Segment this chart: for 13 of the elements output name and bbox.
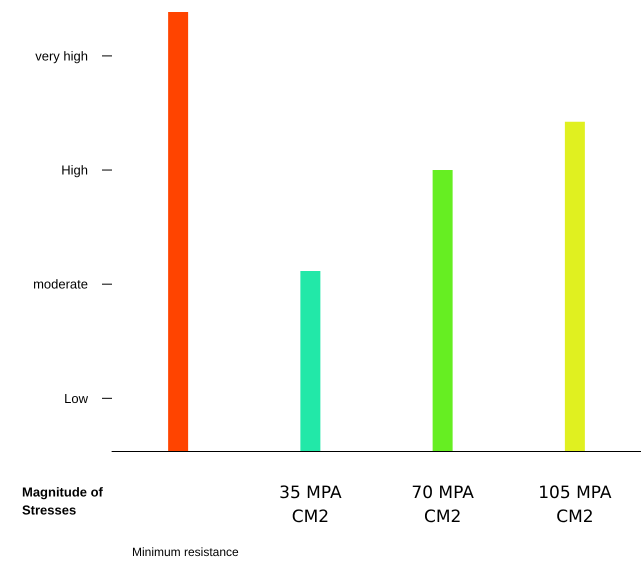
- text: moderate: [33, 276, 88, 292]
- text: High: [61, 162, 88, 178]
- text: very high: [35, 48, 88, 64]
- bar: [564, 122, 585, 451]
- bar: [432, 170, 453, 451]
- x-axis-title: Magnitude of Stresses: [22, 484, 104, 518]
- x-tick-label: 70 MPA CM2: [411, 483, 474, 527]
- x-tick-label: 35 MPA CM2: [279, 483, 342, 527]
- x-tick-label: 105 MPA CM2: [538, 483, 612, 527]
- bar: [300, 271, 320, 451]
- text: Low: [64, 390, 89, 406]
- text: Minimum resistance: [132, 545, 240, 559]
- bar: [168, 12, 188, 451]
